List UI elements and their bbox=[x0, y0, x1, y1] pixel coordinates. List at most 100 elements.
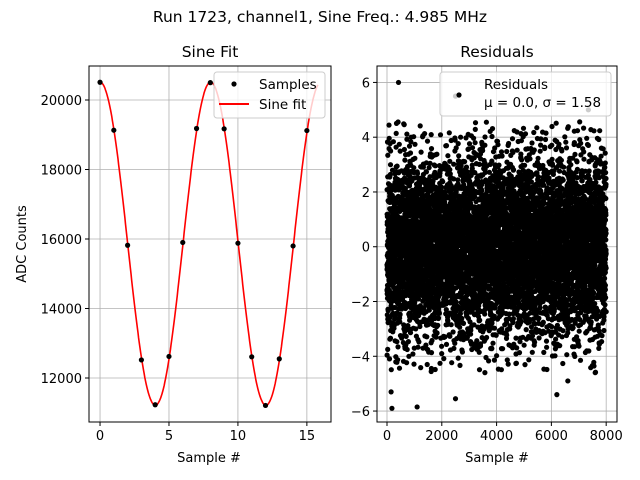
residual-point bbox=[395, 344, 401, 350]
residual-point bbox=[434, 151, 440, 157]
sample-point bbox=[193, 125, 200, 132]
y-tick-label: −4 bbox=[351, 350, 370, 365]
residual-point bbox=[402, 157, 408, 163]
residual-point bbox=[404, 360, 410, 366]
residual-point bbox=[425, 322, 431, 328]
x-tick-label: 8000 bbox=[590, 429, 623, 444]
sample-point bbox=[235, 240, 241, 246]
residual-point bbox=[424, 334, 430, 340]
residual-point bbox=[480, 148, 486, 154]
residual-point bbox=[427, 174, 433, 180]
residual-point bbox=[386, 287, 392, 293]
residual-point bbox=[423, 342, 429, 348]
residuals-axes: Residuals Sample # 0 2000 4000 6000 8000−6−4… bbox=[351, 43, 623, 466]
residual-point bbox=[455, 355, 461, 361]
residual-point bbox=[472, 120, 479, 126]
residual-point bbox=[406, 353, 412, 359]
residual-point bbox=[441, 356, 447, 362]
residual-point bbox=[401, 322, 407, 328]
sine-fit-ylabel: ADC Counts bbox=[15, 205, 30, 283]
residual-point bbox=[472, 126, 478, 132]
sine-fit-line bbox=[99, 81, 319, 407]
x-tick-label: 10 bbox=[230, 429, 247, 444]
sample-point bbox=[221, 126, 227, 132]
residual-point bbox=[476, 367, 483, 373]
residual-point bbox=[387, 162, 394, 168]
residual-point bbox=[510, 167, 517, 173]
residual-point bbox=[426, 165, 432, 171]
sample-point bbox=[152, 402, 158, 408]
residual-point bbox=[446, 130, 452, 136]
residual-point bbox=[428, 132, 434, 138]
residual-point bbox=[489, 133, 495, 140]
residual-point bbox=[395, 357, 401, 363]
residual-point bbox=[395, 119, 401, 125]
residual-point bbox=[447, 333, 453, 339]
residual-point bbox=[401, 146, 407, 153]
residual-point bbox=[384, 352, 390, 358]
residual-point bbox=[405, 323, 411, 329]
residual-point bbox=[396, 141, 402, 147]
residual-point bbox=[386, 122, 392, 128]
residual-point bbox=[385, 211, 391, 217]
y-tick-label: 20000 bbox=[41, 94, 82, 109]
residual-point bbox=[386, 356, 393, 362]
residual-point bbox=[448, 322, 454, 328]
residual-point bbox=[456, 153, 462, 159]
residual-point bbox=[404, 136, 410, 142]
residual-point bbox=[449, 360, 455, 366]
residual-point bbox=[463, 164, 470, 170]
x-tick-label: 0 bbox=[383, 429, 391, 444]
residual-point bbox=[496, 162, 502, 168]
sine-fit-xlabel: Sample # bbox=[177, 451, 241, 466]
residual-point bbox=[424, 138, 431, 144]
residual-point bbox=[408, 139, 414, 145]
residual-point bbox=[476, 349, 482, 355]
residual-point bbox=[405, 339, 411, 345]
residual-point bbox=[423, 169, 429, 175]
residual-point bbox=[402, 185, 408, 191]
residual-point bbox=[412, 155, 418, 161]
residual-point bbox=[420, 298, 426, 304]
y-tick-label: 2 bbox=[362, 186, 370, 201]
residual-point bbox=[422, 131, 428, 137]
residual-point bbox=[482, 142, 488, 148]
residual-point bbox=[418, 149, 424, 155]
residual-point bbox=[451, 345, 457, 351]
residual-point bbox=[427, 160, 433, 166]
x-tick-label: 0 bbox=[96, 429, 104, 444]
residual-point bbox=[504, 332, 510, 338]
residual-point bbox=[479, 188, 485, 194]
residual-point bbox=[457, 324, 463, 330]
x-tick-label: 15 bbox=[299, 429, 316, 444]
residual-point bbox=[394, 163, 400, 169]
residual-point bbox=[514, 147, 520, 153]
residual-point bbox=[385, 152, 391, 158]
residual-point bbox=[469, 145, 476, 151]
residual-point bbox=[510, 316, 516, 322]
residual-point bbox=[397, 148, 403, 154]
residual-point bbox=[457, 362, 463, 368]
sample-point bbox=[111, 127, 117, 133]
residual-point bbox=[404, 346, 410, 353]
sample-point bbox=[97, 79, 103, 85]
residual-point bbox=[460, 320, 467, 326]
legend-samples-marker bbox=[231, 81, 237, 87]
residual-point bbox=[401, 122, 407, 128]
figure-suptitle: Run 1723, channel1, Sine Freq.: 4.985 MH… bbox=[153, 8, 487, 26]
residual-point bbox=[500, 346, 506, 352]
residual-point bbox=[506, 140, 512, 147]
sample-point bbox=[180, 239, 186, 246]
residual-point bbox=[452, 340, 458, 346]
residual-point bbox=[432, 163, 438, 169]
residual-point bbox=[432, 366, 438, 373]
sine-fit-axes: Sine Fit Sample # ADC Counts 0 5 10 1512000… bbox=[15, 43, 332, 466]
y-tick-label: 18000 bbox=[41, 163, 82, 178]
residual-point bbox=[489, 126, 496, 132]
residual-point bbox=[433, 334, 439, 340]
y-tick-label: 4 bbox=[362, 131, 370, 146]
y-tick-label: 12000 bbox=[41, 372, 82, 387]
residual-point bbox=[443, 143, 450, 149]
y-tick-label: −6 bbox=[351, 405, 370, 420]
